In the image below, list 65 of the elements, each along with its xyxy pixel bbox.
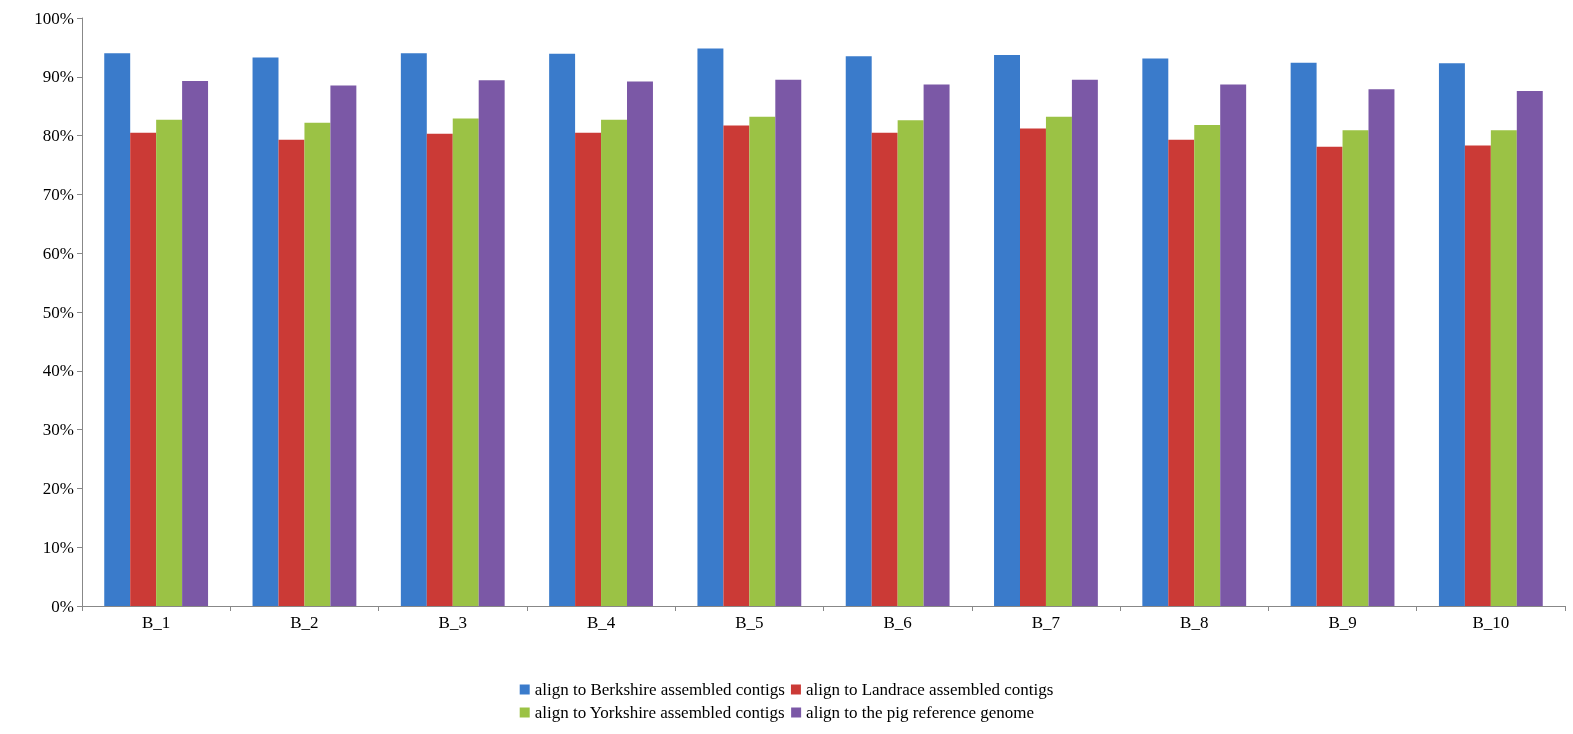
x-tick-label: B_4 [586,613,616,632]
bar [1316,146,1343,606]
x-tick-label: B_10 [1472,613,1510,632]
bar [1342,130,1369,606]
bar [426,133,453,606]
bar [304,122,331,606]
x-tick-label: B_3 [438,613,467,632]
bar [1368,89,1395,606]
y-tick-label: 10% [42,537,74,557]
bar [330,85,357,606]
bar [575,132,602,606]
bar [156,119,183,606]
bar [1220,84,1247,606]
x-tick-label: B_9 [1328,613,1357,632]
y-tick-label: 70% [42,184,74,204]
bar [1516,90,1543,606]
bar [775,79,802,606]
bar [1464,145,1491,606]
x-tick-label: B_2 [290,613,319,632]
bar [400,53,427,606]
legend-label: align to Yorkshire assembled contigs [534,703,785,722]
y-tick-label: 90% [42,67,74,87]
y-tick-label: 60% [42,243,74,263]
x-tick-label: B_7 [1031,613,1061,632]
bar [601,119,627,606]
bar [723,125,750,606]
bar [845,56,872,606]
bar [1168,139,1195,606]
y-tick-label: 30% [42,420,74,440]
y-tick-label: 40% [42,361,74,381]
bar [1194,125,1221,606]
bar [1142,58,1169,606]
bar [1020,128,1046,606]
bar [252,57,279,606]
bar [1438,63,1465,606]
legend-label: align to Berkshire assembled contigs [534,680,785,699]
bar [1071,79,1098,606]
bar [923,84,950,606]
bar [104,53,131,606]
y-tick-label: 80% [42,126,74,146]
y-tick-label: 50% [42,302,74,322]
y-tick-label: 0% [51,596,74,616]
bar [749,116,776,606]
bar [1490,130,1517,606]
bar [627,81,653,606]
x-tick-label: B_6 [883,613,912,632]
bar [1290,62,1317,606]
bar [478,80,505,606]
bar [1045,116,1072,606]
bar [452,118,479,606]
bar [697,48,724,606]
bar [871,132,898,606]
y-tick-label: 20% [42,478,74,498]
bar [278,139,305,606]
bar [182,80,209,606]
legend-label: align to Landrace assembled contigs [805,680,1054,699]
bar [897,120,924,606]
x-tick-label: B_8 [1180,613,1209,632]
bar [130,132,157,606]
x-tick-label: B_1 [141,613,171,632]
y-tick-label: 100% [34,8,74,28]
bar [994,55,1020,606]
bar [549,53,576,606]
x-tick-label: B_5 [735,613,764,632]
legend-label: align to the pig reference genome [806,703,1035,722]
